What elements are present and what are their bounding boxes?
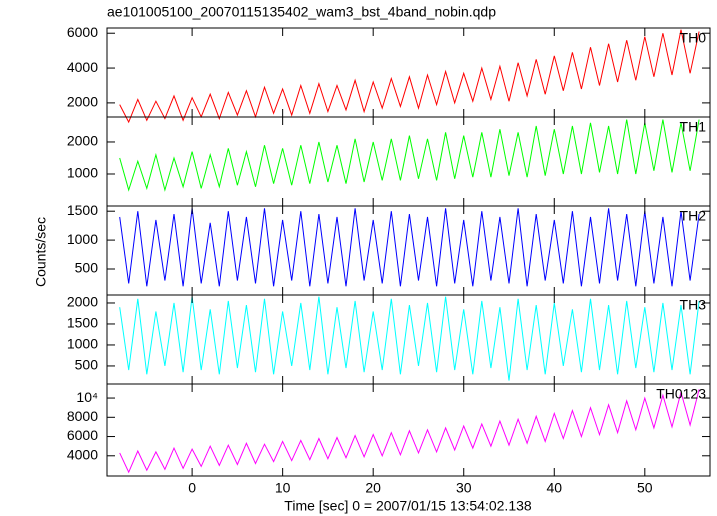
x-tick-label: 10 [275,480,291,496]
y-tick-label: 4000 [67,446,98,462]
y-tick-label: 1500 [67,315,98,331]
chart-title: ae101005100_20070115135402_wam3_bst_4ban… [107,4,496,20]
y-axis-label: Counts/sec [33,217,49,287]
data-line [119,119,700,192]
y-tick-label: 8000 [67,408,98,424]
y-tick-label: 1000 [67,165,98,181]
data-line [119,208,700,287]
panel-label: TH3 [680,297,707,313]
y-tick-label: 2000 [67,94,98,110]
y-tick-label: 10⁴ [76,389,98,405]
y-tick-label: 6000 [67,24,98,40]
data-line [119,389,700,474]
y-tick-label: 1500 [67,202,98,218]
x-axis-label: Time [sec] 0 = 2007/01/15 13:54:02.138 [284,498,532,514]
y-tick-label: 2000 [67,294,98,310]
y-tick-label: 6000 [67,427,98,443]
y-tick-label: 2000 [67,133,98,149]
x-tick-label: 30 [456,480,472,496]
panel-label: TH0 [680,30,707,46]
y-tick-label: 500 [75,260,99,276]
y-tick-label: 1000 [67,231,98,247]
y-tick-label: 500 [75,357,99,373]
x-tick-label: 20 [365,480,381,496]
panel-frame [106,383,711,477]
y-tick-label: 4000 [67,59,98,75]
data-line [119,29,700,124]
panel-label: TH0123 [656,386,706,402]
x-tick-label: 40 [546,480,562,496]
x-tick-label: 50 [637,480,653,496]
y-tick-label: 1000 [67,336,98,352]
data-line [119,296,700,381]
panel-label: TH2 [680,208,707,224]
panel-label: TH1 [680,119,707,135]
x-tick-label: 0 [188,480,196,496]
